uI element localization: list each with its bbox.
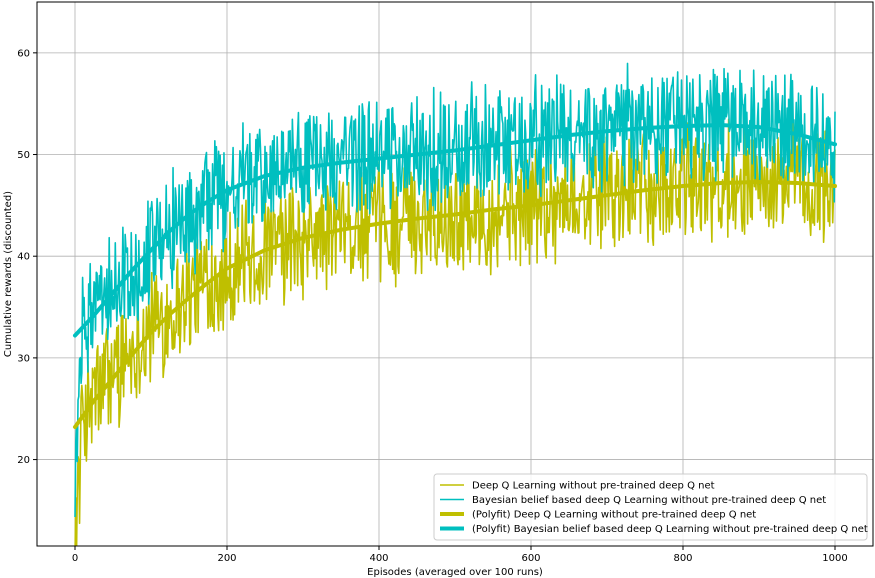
x-axis-label: Episodes (averaged over 100 runs) — [367, 567, 543, 578]
legend-label: Deep Q Learning without pre-trained deep… — [472, 481, 715, 492]
series-layer — [73, 62, 837, 546]
x-tick-label: 1000 — [822, 553, 847, 564]
y-tick-label: 20 — [17, 455, 30, 466]
y-tick-label: 30 — [17, 353, 30, 364]
y-axis-label: Cumulative rewards (discounted) — [3, 191, 14, 357]
y-tick-label: 50 — [17, 150, 30, 161]
y-tick-label: 60 — [17, 48, 30, 59]
x-tick-label: 0 — [72, 553, 78, 564]
x-tick-label: 600 — [521, 553, 540, 564]
y-tick-label: 40 — [17, 252, 30, 263]
legend-label: (Polyfit) Deep Q Learning without pre-tr… — [472, 510, 756, 521]
legend-item: Deep Q Learning without pre-trained deep… — [440, 481, 715, 492]
x-tick-label: 800 — [673, 553, 692, 564]
legend-item: (Polyfit) Deep Q Learning without pre-tr… — [440, 510, 756, 521]
plot-frame — [36, 1, 874, 547]
axis-ticks: 0 200 400 600 800 1000 20 30 40 50 60 — [17, 48, 847, 564]
legend-item: (Polyfit) Bayesian belief based deep Q L… — [440, 524, 868, 535]
legend-label: Bayesian belief based deep Q Learning wi… — [472, 495, 826, 506]
series-line-polyfit-3 — [73, 123, 837, 338]
series-line-raw-0 — [74, 118, 836, 546]
legend-box — [433, 473, 868, 541]
legend: Deep Q Learning without pre-trained deep… — [433, 473, 868, 541]
series-line-polyfit-2 — [73, 179, 837, 430]
x-tick-label: 200 — [217, 553, 236, 564]
x-tick-label: 400 — [369, 553, 388, 564]
legend-item: Bayesian belief based deep Q Learning wi… — [440, 495, 826, 506]
legend-label: (Polyfit) Bayesian belief based deep Q L… — [472, 524, 868, 535]
